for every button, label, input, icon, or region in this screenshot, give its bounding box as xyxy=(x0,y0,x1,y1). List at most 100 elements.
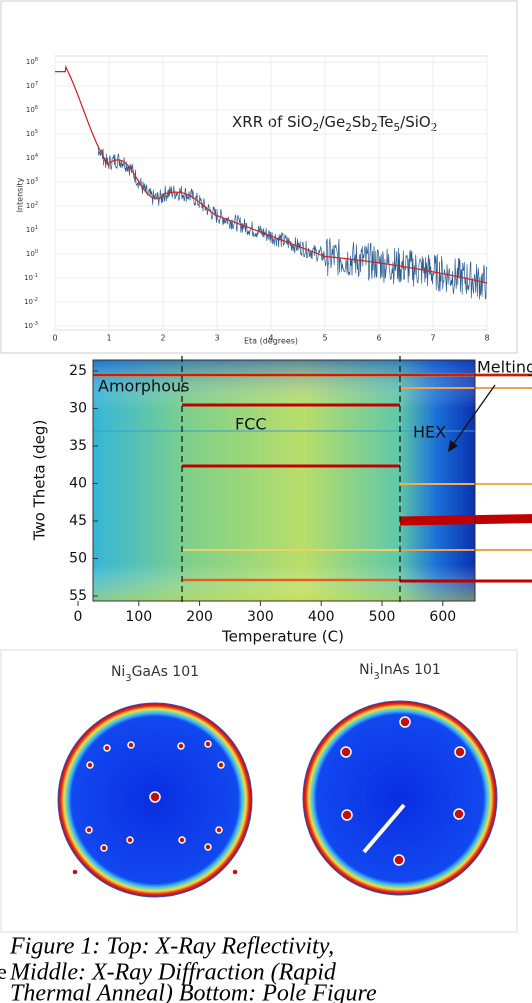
measured-curve xyxy=(55,65,488,300)
pole-figure xyxy=(302,700,498,896)
caption-line: Thermal Anneal) Bottom: Pole Figure xyxy=(10,981,377,1003)
tick-exponent: -3 xyxy=(33,321,38,327)
xrr-chart: XRR of SiO2/Ge2Sb2Te5/SiO2 Eta (degrees)… xyxy=(16,55,490,346)
x-tick-label: 6 xyxy=(376,334,381,343)
y-tick-label: 30 xyxy=(69,401,87,417)
tick-base: 10 xyxy=(26,226,35,234)
y-tick-label: 10-3 xyxy=(24,321,38,331)
tick-exponent: 2 xyxy=(35,201,38,207)
pole-figures: Ni3GaAs 101 Ni3InAs 101 xyxy=(57,662,498,898)
heatmap-frame xyxy=(92,359,476,602)
tick-base: 10 xyxy=(26,58,35,66)
y-tick-label: 102 xyxy=(26,201,38,211)
heatmap-shade xyxy=(93,360,475,601)
phase-label: FCC xyxy=(235,415,267,434)
title-part: 5 xyxy=(393,122,400,134)
y-tick-label: 106 xyxy=(26,105,38,115)
tick-base: 10 xyxy=(24,322,33,330)
y-tick-label: 105 xyxy=(26,129,38,139)
tick-exponent: 8 xyxy=(35,57,38,63)
title-part: Sb xyxy=(352,113,371,131)
y-axis-label: Two Theta (deg) xyxy=(31,420,49,542)
title-part: XRR of SiO xyxy=(232,113,313,131)
title-part: InAs 101 xyxy=(380,662,441,678)
y-tick-label: 107 xyxy=(26,81,38,91)
xrd-heatmap: Amorphous FCC HEX Melting Temperature (C… xyxy=(31,356,532,646)
x-axis-label: Temperature (C) xyxy=(221,628,344,646)
x-tick-label: 1 xyxy=(106,334,111,343)
tick-base: 10 xyxy=(26,178,35,186)
tick-exponent: 0 xyxy=(35,249,38,255)
y-tick-label: 101 xyxy=(26,225,38,235)
y-tick-label: 45 xyxy=(69,513,87,529)
y-tick-label: 50 xyxy=(69,551,87,567)
title-part: /SiO xyxy=(400,113,431,131)
tick-base: 10 xyxy=(26,202,35,210)
title-part: 2 xyxy=(431,122,438,134)
tick-base: 10 xyxy=(26,250,35,258)
pole-title: Ni3InAs 101 xyxy=(359,662,441,682)
y-tick-label: 103 xyxy=(26,177,38,187)
title-part: 2 xyxy=(345,122,352,134)
tick-exponent: 7 xyxy=(35,81,38,87)
x-tick-label: 600 xyxy=(429,609,456,625)
title-part: GaAs 101 xyxy=(132,664,199,680)
caption-line: Figure 1: Top: X-Ray Reflectivity, xyxy=(9,934,334,960)
x-tick-label: 500 xyxy=(369,609,396,625)
fit-curve xyxy=(55,64,488,284)
heatmap-band xyxy=(399,514,532,526)
tick-base: 10 xyxy=(26,82,35,90)
tick-exponent: 4 xyxy=(35,153,38,159)
x-tick-label: 100 xyxy=(125,609,152,625)
y-tick-label: 10-2 xyxy=(24,297,38,307)
tick-base: 10 xyxy=(24,274,33,282)
y-tick-label: 25 xyxy=(69,363,87,379)
title-part: 2 xyxy=(313,122,320,134)
pole-title: Ni3GaAs 101 xyxy=(111,664,199,684)
caption-line: Middle: X-Ray Diffraction (Rapid xyxy=(9,960,337,986)
top-frame xyxy=(0,0,518,354)
tick-exponent: -2 xyxy=(33,297,38,303)
x-tick-label: 7 xyxy=(430,334,435,343)
xrr-title: XRR of SiO2/Ge2Sb2Te5/SiO2 xyxy=(232,113,437,135)
title-part: 3 xyxy=(374,671,380,682)
x-tick-label: 8 xyxy=(484,334,489,343)
pole-spots xyxy=(71,716,466,876)
margin-fragment: e xyxy=(0,959,7,984)
title-part: Ni xyxy=(359,662,373,678)
tick-exponent: 3 xyxy=(35,177,38,183)
tick-base: 10 xyxy=(26,106,35,114)
annotation-arrow xyxy=(451,384,496,447)
y-tick-label: 10-1 xyxy=(24,273,38,283)
y-tick-label: 40 xyxy=(69,476,87,492)
x-tick-label: 0 xyxy=(74,609,83,625)
x-axis-label: Eta (degrees) xyxy=(244,337,298,346)
y-tick-label: 35 xyxy=(69,438,87,454)
x-tick-label: 0 xyxy=(52,334,57,343)
x-tick-label: 200 xyxy=(186,609,213,625)
tick-exponent: -1 xyxy=(33,273,38,279)
title-part: 3 xyxy=(125,673,131,684)
tick-exponent: 1 xyxy=(35,225,38,231)
title-part: /Ge xyxy=(319,113,345,131)
tick-base: 10 xyxy=(26,154,35,162)
annotation: Melting xyxy=(477,358,532,377)
annotation-arrowhead xyxy=(448,440,458,452)
y-tick-label: 55 xyxy=(69,588,87,604)
pole-beam xyxy=(362,803,406,854)
x-tick-label: 2 xyxy=(160,334,165,343)
y-axis-label: Intensity xyxy=(16,177,25,212)
x-tick-label: 4 xyxy=(268,334,273,343)
x-tick-label: 300 xyxy=(247,609,274,625)
y-tick-label: 108 xyxy=(26,57,38,67)
tick-exponent: 5 xyxy=(35,129,38,135)
title-part: 2 xyxy=(371,122,378,134)
tick-base: 10 xyxy=(26,130,35,138)
y-tick-label: 100 xyxy=(26,249,38,259)
x-tick-label: 5 xyxy=(322,334,327,343)
tick-base: 10 xyxy=(24,298,33,306)
title-part: Te xyxy=(377,113,394,131)
phase-label: Amorphous xyxy=(98,377,189,396)
y-tick-label: 104 xyxy=(26,153,38,163)
